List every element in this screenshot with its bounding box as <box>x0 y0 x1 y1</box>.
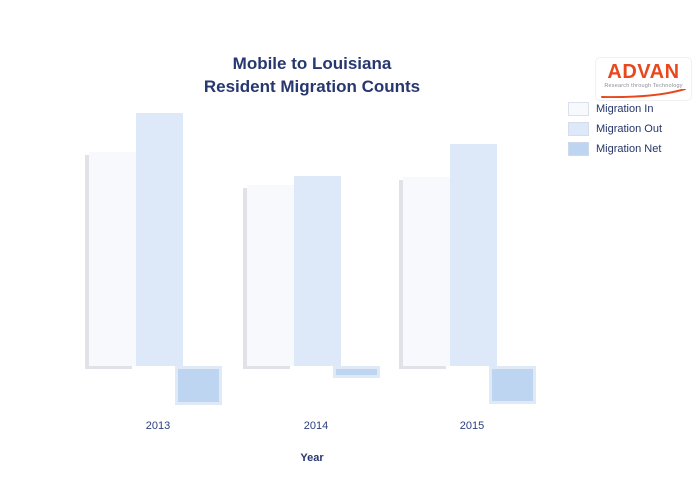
legend-label-migration-net: Migration Net <box>596 143 662 155</box>
bar-migration-in-2013 <box>89 152 136 366</box>
legend-swatch-migration-net <box>568 142 589 156</box>
advan-logo-wordmark: ADVAN <box>607 61 680 83</box>
bar-migration-out-2013 <box>136 113 183 366</box>
x-tick-2013: 2013 <box>145 420 171 432</box>
chart-title: Mobile to Louisiana Resident Migration C… <box>204 52 420 98</box>
bar-migration-out-2015 <box>450 144 497 366</box>
chart-title-line1: Mobile to Louisiana <box>232 54 392 73</box>
bar-migration-net-2014 <box>333 366 380 378</box>
advan-logo-tagline: Research through Technology <box>604 83 683 89</box>
legend-label-migration-in: Migration In <box>596 103 654 115</box>
legend-item-migration-net: Migration Net <box>568 141 662 157</box>
x-tick-2014: 2014 <box>303 420 329 432</box>
chart-title-line2: Resident Migration Counts <box>203 77 421 96</box>
bar-migration-in-2014 <box>247 185 294 366</box>
legend-label-migration-out: Migration Out <box>596 123 663 135</box>
x-tick-2015: 2015 <box>459 420 485 432</box>
bar-migration-net-2013 <box>175 366 222 405</box>
x-axis-title: Year <box>300 452 324 464</box>
advan-logo: ADVAN Research through Technology <box>595 57 692 101</box>
legend-item-migration-in: Migration In <box>568 101 662 117</box>
bar-migration-net-2015 <box>489 366 536 404</box>
legend-swatch-migration-in <box>568 102 589 116</box>
legend-item-migration-out: Migration Out <box>568 121 662 137</box>
bar-migration-out-2014 <box>294 176 341 366</box>
legend-swatch-migration-out <box>568 122 589 136</box>
advan-swoosh-icon <box>601 89 686 98</box>
chart-legend: Migration In Migration Out Migration Net <box>568 101 662 161</box>
bar-migration-in-2015 <box>403 177 450 366</box>
